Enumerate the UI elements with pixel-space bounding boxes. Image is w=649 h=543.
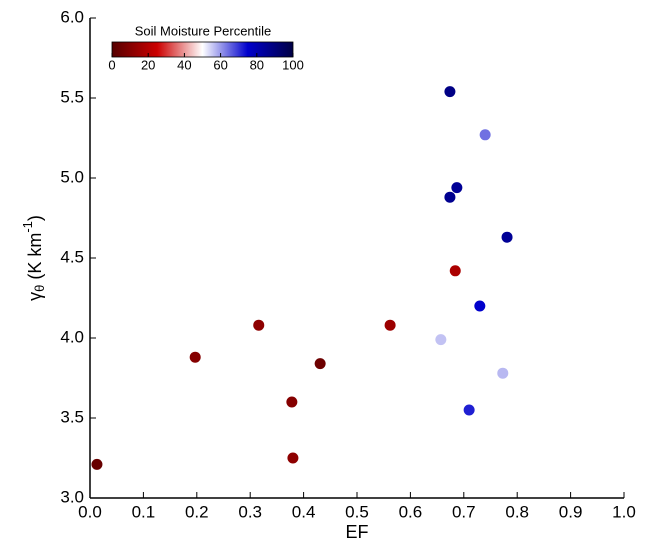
point (501, 231, 513, 243)
point (497, 367, 509, 379)
point (479, 129, 491, 141)
x-tick-label: 0.9 (559, 502, 583, 521)
point (384, 319, 396, 331)
x-tick-label: 0.5 (345, 502, 369, 521)
x-tick-label: 1.0 (612, 502, 636, 521)
y-tick-label: 3.0 (60, 487, 84, 506)
colorbar-tick-label: 0 (108, 57, 115, 72)
point (189, 351, 201, 363)
point (91, 458, 103, 470)
y-label-subscript: θ (32, 285, 47, 292)
point (286, 396, 298, 408)
colorbar-title: Soil Moisture Percentile (135, 23, 272, 38)
point (444, 191, 456, 203)
y-axis-label: γθ (K km-1) (20, 215, 47, 301)
colorbar-tick-label: 20 (141, 57, 155, 72)
x-tick-label: 0.3 (238, 502, 262, 521)
y-tick-label: 6.0 (60, 7, 84, 26)
x-tick-label: 0.6 (399, 502, 423, 521)
point (463, 404, 475, 416)
colorbar (111, 41, 294, 58)
point (449, 265, 461, 277)
colorbar-tick-label: 80 (250, 57, 264, 72)
y-tick-label: 5.0 (60, 167, 84, 186)
y-tick-label: 3.5 (60, 407, 84, 426)
point (451, 182, 463, 194)
x-tick-label: 0.7 (452, 502, 476, 521)
y-tick-label: 5.5 (60, 87, 84, 106)
y-label-symbol: γ (25, 292, 45, 301)
x-tick-label: 0.0 (78, 502, 102, 521)
y-label-close: ) (25, 215, 45, 221)
x-axis-label: EF (345, 522, 368, 542)
x-tick-label: 0.2 (185, 502, 209, 521)
x-tick-label: 0.8 (505, 502, 529, 521)
point (444, 86, 456, 98)
colorbar-tick-label: 100 (282, 57, 304, 72)
x-tick-label: 0.4 (292, 502, 316, 521)
colorbar-tick-label: 40 (177, 57, 191, 72)
colorbar-tick-label: 60 (213, 57, 227, 72)
y-label-superscript: -1 (20, 221, 35, 233)
point (287, 452, 299, 464)
y-tick-label: 4.5 (60, 247, 84, 266)
point (253, 319, 265, 331)
x-tick-label: 0.1 (132, 502, 156, 521)
point (474, 300, 486, 312)
point (435, 334, 447, 346)
point (314, 358, 326, 370)
y-label-text: (K km (25, 233, 45, 285)
y-tick-label: 4.0 (60, 327, 84, 346)
